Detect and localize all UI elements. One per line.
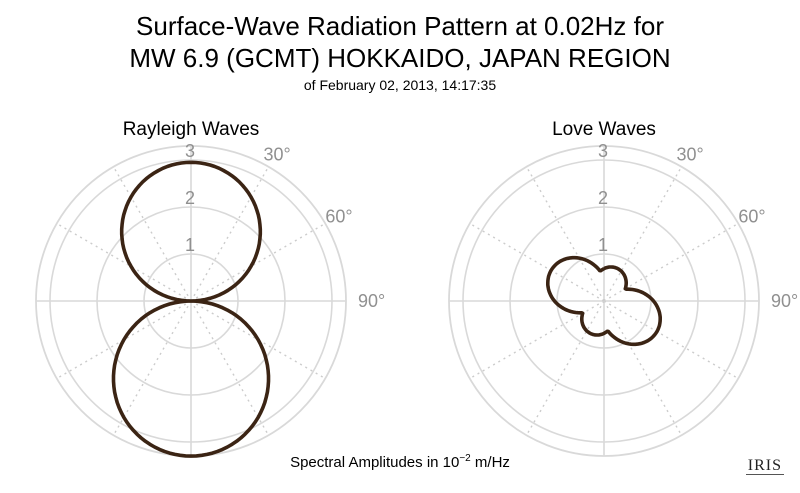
r-tick-label: 1 <box>598 235 608 255</box>
grid-spoke <box>190 300 270 436</box>
amplitude-units-caption: Spectral Amplitudes in 10−2 m/Hz <box>0 453 800 471</box>
outer-ring <box>448 145 760 457</box>
chart-title-block: Surface-Wave Radiation Pattern at 0.02Hz… <box>0 10 800 94</box>
r-tick-label: 2 <box>185 188 195 208</box>
iris-logo-text: IRIS <box>745 457 784 475</box>
grid-spoke <box>525 166 605 302</box>
theta-tick-label: 60° <box>325 207 352 227</box>
grid-spoke <box>190 166 270 302</box>
theta-tick-label: 90° <box>358 291 385 311</box>
grid-spoke <box>56 222 192 302</box>
chart-title-line-2: MW 6.9 (GCMT) HOKKAIDO, JAPAN REGION <box>129 43 671 73</box>
radiation-pattern-curve <box>545 255 663 347</box>
grid-spoke <box>603 300 739 380</box>
rayleigh-polar-plot: 1 2 3 30° 60° 90° <box>35 141 385 458</box>
grid-spoke <box>56 300 192 380</box>
iris-logo: IRIS <box>745 457 784 475</box>
grid-spoke <box>469 222 605 302</box>
r-tick-label: 2 <box>598 188 608 208</box>
caption-base: 10 <box>442 454 460 471</box>
chart-date: of February 02, 2013, 14:17:35 <box>303 77 497 93</box>
caption-exponent: −2 <box>459 453 471 464</box>
grid-spoke <box>112 166 192 302</box>
caption-prefix: Spectral Amplitudes in <box>290 454 443 471</box>
radiation-pattern-curve <box>111 160 271 458</box>
grid-ring-3 <box>462 159 746 443</box>
grid-ring-3 <box>49 159 333 443</box>
grid-spoke <box>603 300 683 436</box>
caption-unit: m/Hz <box>470 454 510 471</box>
grid-ring-1 <box>143 253 239 349</box>
grid-spoke <box>603 166 683 302</box>
chart-title-line-1: Surface-Wave Radiation Pattern at 0.02Hz… <box>136 11 664 41</box>
theta-tick-label: 30° <box>264 145 291 165</box>
grid-ring-2 <box>96 206 286 396</box>
grid-ring-1 <box>556 253 652 349</box>
theta-tick-label: 60° <box>738 207 765 227</box>
theta-tick-label: 30° <box>677 145 704 165</box>
r-tick-label: 3 <box>185 141 195 161</box>
love-polar-plot: 1 2 3 30° 60° 90° <box>448 141 798 457</box>
grid-spoke <box>190 222 326 302</box>
grid-spoke <box>112 300 192 436</box>
grid-ring-2 <box>509 206 699 396</box>
theta-tick-label: 90° <box>771 291 798 311</box>
grid-spoke <box>190 300 326 380</box>
rayleigh-panel-title: Rayleigh Waves <box>122 119 260 140</box>
r-tick-label: 3 <box>598 141 608 161</box>
r-tick-label: 1 <box>185 235 195 255</box>
love-panel-title: Love Waves <box>552 119 656 140</box>
grid-spoke <box>525 300 605 436</box>
